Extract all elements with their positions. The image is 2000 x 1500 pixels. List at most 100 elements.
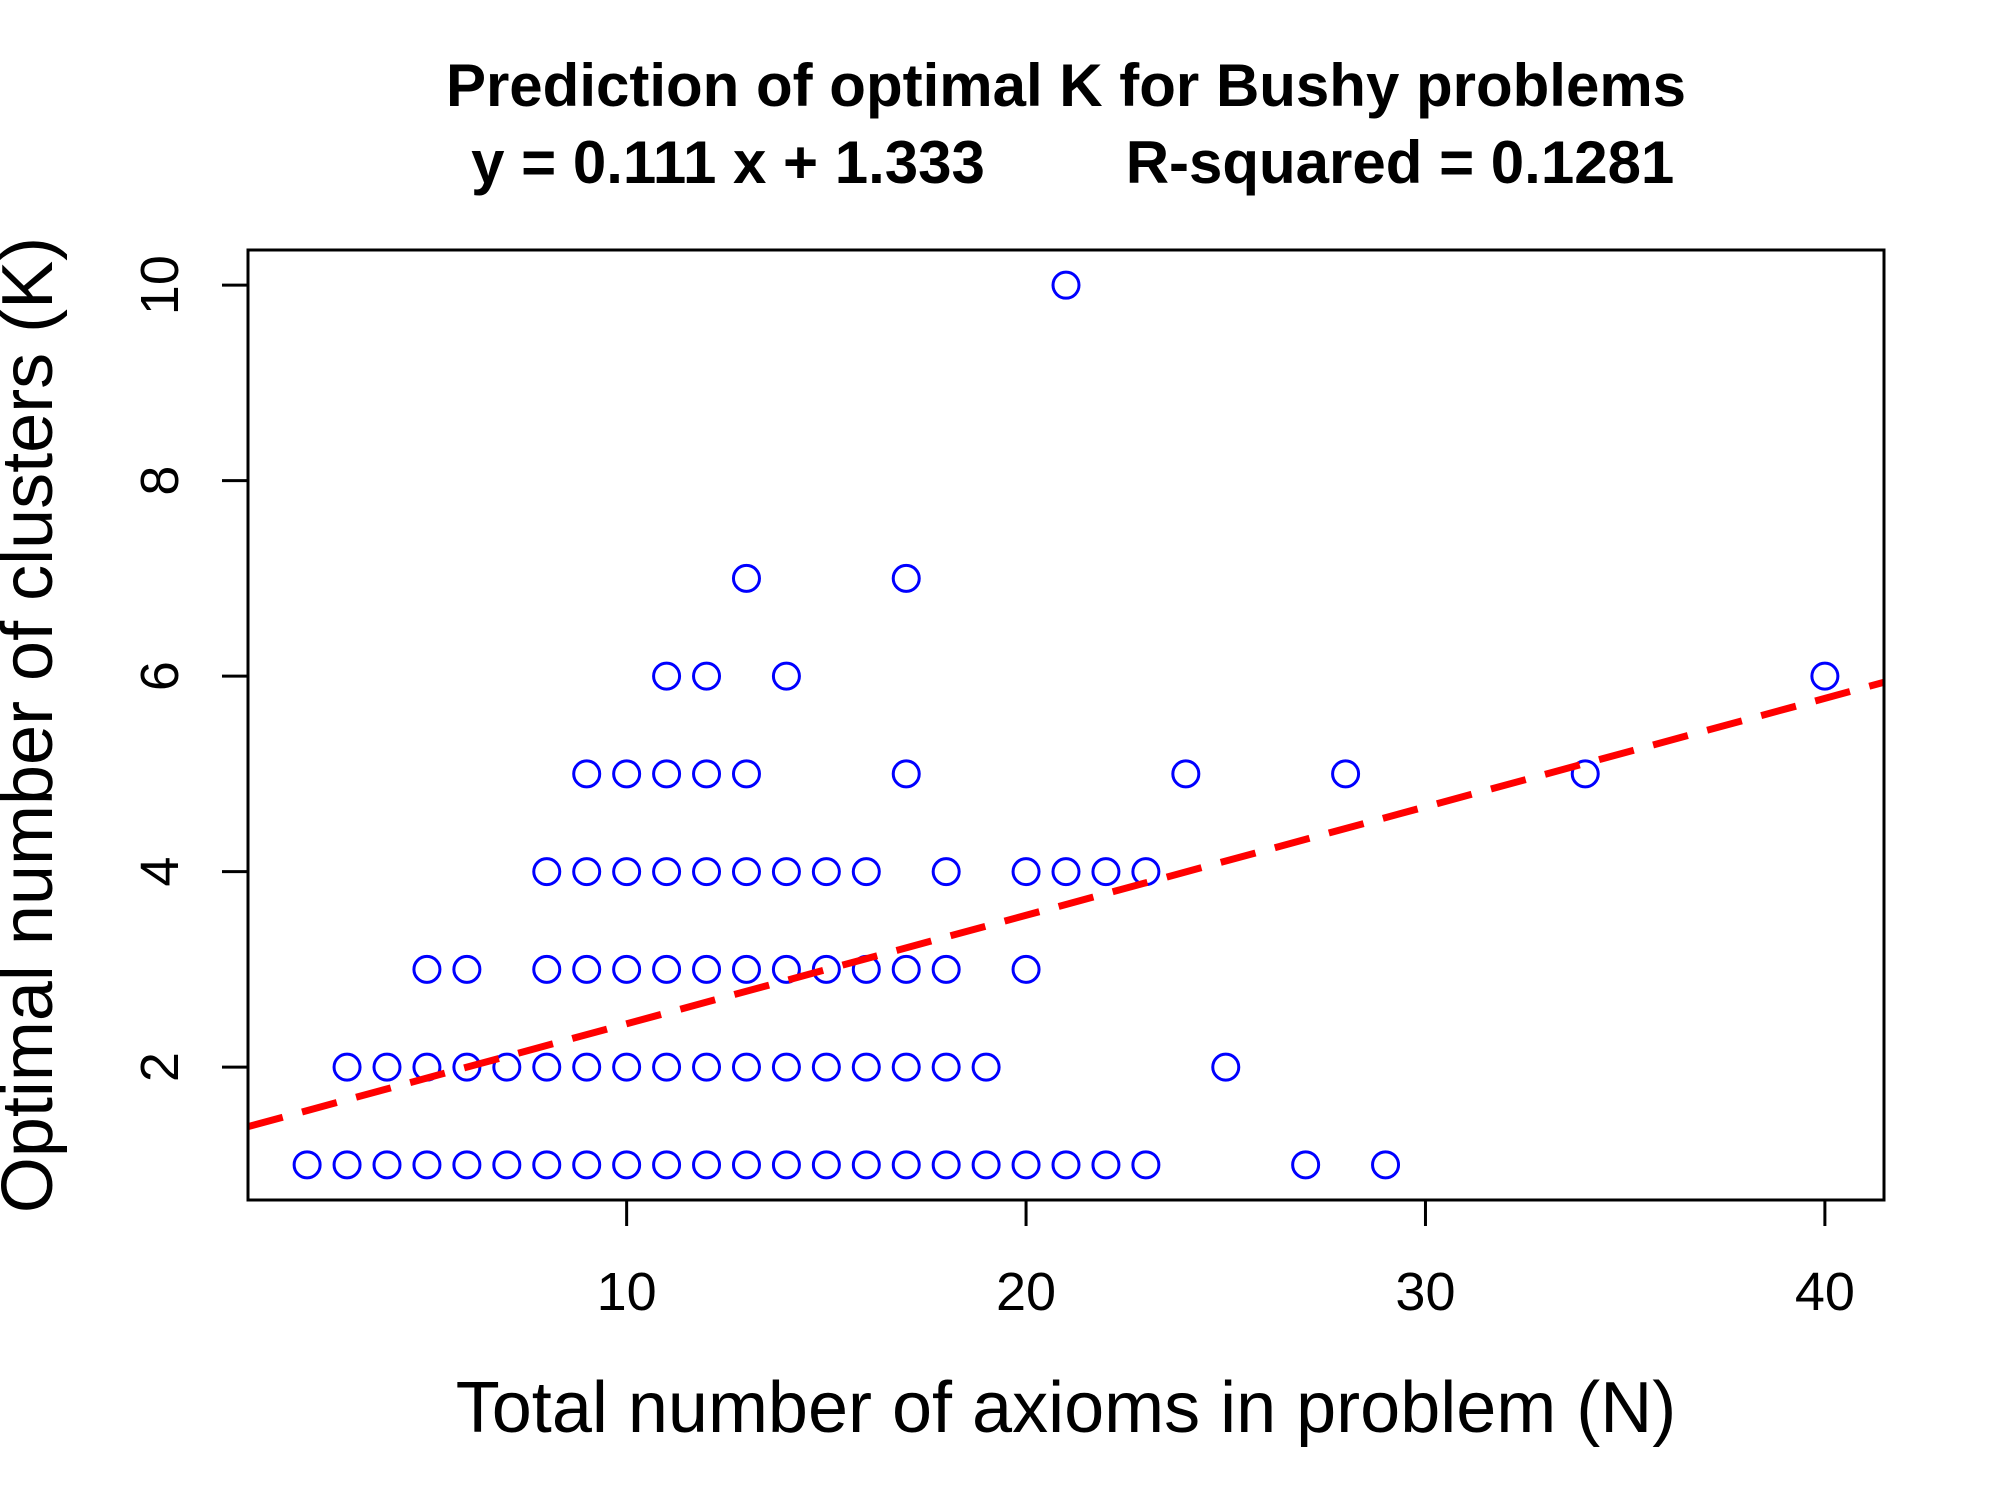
data-point bbox=[891, 954, 921, 984]
data-point bbox=[612, 1150, 642, 1180]
data-point bbox=[731, 1150, 761, 1180]
data-point bbox=[1570, 759, 1600, 789]
data-point bbox=[452, 1150, 482, 1180]
data-point bbox=[612, 954, 642, 984]
x-tick-label: 20 bbox=[996, 1262, 1056, 1322]
data-point bbox=[1171, 759, 1201, 789]
x-tick-label: 40 bbox=[1795, 1262, 1855, 1322]
data-point bbox=[692, 1150, 722, 1180]
data-point bbox=[652, 759, 682, 789]
data-point bbox=[412, 1150, 442, 1180]
data-point bbox=[851, 1052, 881, 1082]
chart-title: Prediction of optimal K for Bushy proble… bbox=[446, 52, 1686, 119]
data-point bbox=[731, 1052, 761, 1082]
data-point bbox=[1011, 954, 1041, 984]
data-point bbox=[452, 954, 482, 984]
x-axis: 10 20 30 40 bbox=[597, 1198, 1855, 1322]
data-point bbox=[971, 1052, 1001, 1082]
data-point bbox=[1011, 1150, 1041, 1180]
data-point bbox=[332, 1052, 362, 1082]
data-point bbox=[332, 1150, 362, 1180]
data-point bbox=[811, 1052, 841, 1082]
x-tick-label: 30 bbox=[1395, 1262, 1455, 1322]
data-point bbox=[532, 1052, 562, 1082]
data-point bbox=[372, 1052, 402, 1082]
data-point bbox=[1371, 1150, 1401, 1180]
data-point bbox=[412, 954, 442, 984]
data-point bbox=[652, 857, 682, 887]
y-tick-label: 6 bbox=[130, 661, 190, 691]
data-point bbox=[731, 954, 761, 984]
data-point bbox=[891, 1150, 921, 1180]
data-point bbox=[612, 759, 642, 789]
data-point bbox=[811, 1150, 841, 1180]
data-point bbox=[612, 1052, 642, 1082]
r-squared-label: R-squared = 0.1281 bbox=[1126, 129, 1675, 196]
regression-equation: y = 0.111 x + 1.333 bbox=[471, 129, 985, 196]
data-point bbox=[1051, 857, 1081, 887]
data-point bbox=[652, 661, 682, 691]
data-point bbox=[652, 1052, 682, 1082]
y-tick-label: 8 bbox=[130, 466, 190, 496]
data-point bbox=[652, 954, 682, 984]
data-point bbox=[1291, 1150, 1321, 1180]
data-point bbox=[931, 1150, 961, 1180]
data-point bbox=[1810, 661, 1840, 691]
regression-line-layer bbox=[247, 678, 1885, 1131]
data-point bbox=[692, 759, 722, 789]
data-point bbox=[771, 954, 801, 984]
data-point bbox=[292, 1150, 322, 1180]
y-tick-label: 4 bbox=[130, 857, 190, 887]
regression-line bbox=[247, 678, 1885, 1131]
data-point bbox=[652, 1150, 682, 1180]
data-points bbox=[292, 270, 1840, 1180]
y-axis: 2 4 6 8 10 bbox=[130, 255, 250, 1082]
data-point bbox=[811, 954, 841, 984]
data-point bbox=[1011, 857, 1041, 887]
data-point bbox=[692, 954, 722, 984]
data-point bbox=[532, 1150, 562, 1180]
data-point bbox=[692, 857, 722, 887]
x-axis-label: Total number of axioms in problem (N) bbox=[456, 1368, 1676, 1448]
data-point bbox=[532, 857, 562, 887]
data-point bbox=[771, 857, 801, 887]
y-tick-label: 2 bbox=[130, 1052, 190, 1082]
data-point bbox=[532, 954, 562, 984]
data-point bbox=[372, 1150, 402, 1180]
data-point bbox=[891, 563, 921, 593]
data-point bbox=[692, 661, 722, 691]
data-point bbox=[811, 857, 841, 887]
data-point bbox=[1051, 270, 1081, 300]
data-point bbox=[931, 954, 961, 984]
data-point bbox=[1091, 857, 1121, 887]
data-point bbox=[771, 1150, 801, 1180]
data-point bbox=[891, 1052, 921, 1082]
data-point bbox=[572, 857, 602, 887]
data-point bbox=[931, 1052, 961, 1082]
data-point bbox=[612, 857, 642, 887]
data-point bbox=[851, 1150, 881, 1180]
data-point bbox=[1331, 759, 1361, 789]
data-point bbox=[572, 759, 602, 789]
data-point bbox=[492, 1052, 522, 1082]
data-point bbox=[771, 1052, 801, 1082]
data-point bbox=[692, 1052, 722, 1082]
data-point bbox=[1131, 1150, 1161, 1180]
y-tick-label: 10 bbox=[130, 255, 190, 315]
data-point bbox=[1211, 1052, 1241, 1082]
data-point bbox=[731, 857, 761, 887]
data-point bbox=[851, 857, 881, 887]
data-point bbox=[771, 661, 801, 691]
data-point bbox=[971, 1150, 1001, 1180]
data-point bbox=[572, 1150, 602, 1180]
data-point bbox=[731, 759, 761, 789]
data-point bbox=[1091, 1150, 1121, 1180]
y-axis-label: Optimal number of clusters (K) bbox=[0, 237, 68, 1213]
x-tick-label: 10 bbox=[597, 1262, 657, 1322]
data-point bbox=[492, 1150, 522, 1180]
data-point bbox=[891, 759, 921, 789]
data-point bbox=[731, 563, 761, 593]
data-point bbox=[572, 1052, 602, 1082]
data-point bbox=[931, 857, 961, 887]
